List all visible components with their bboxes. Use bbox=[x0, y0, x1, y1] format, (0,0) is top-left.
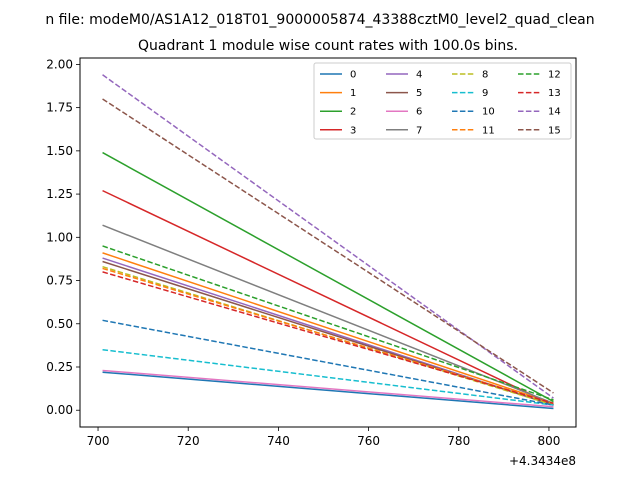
series-line-14 bbox=[102, 74, 554, 399]
y-tick-label: 1.50 bbox=[46, 144, 73, 158]
legend-label-9: 9 bbox=[482, 88, 488, 99]
x-tick-label: 800 bbox=[537, 434, 560, 448]
y-tick-label: 0.75 bbox=[46, 274, 73, 288]
series-line-10 bbox=[102, 319, 554, 406]
y-tick-label: 0.50 bbox=[46, 317, 73, 331]
legend-label-15: 15 bbox=[548, 125, 561, 136]
legend-label-3: 3 bbox=[350, 125, 356, 136]
legend-label-5: 5 bbox=[416, 88, 422, 99]
y-tick-label: 0.00 bbox=[46, 403, 73, 417]
x-offset-label: +4.3434e8 bbox=[509, 454, 576, 468]
series-line-9 bbox=[102, 348, 554, 406]
legend-label-2: 2 bbox=[350, 107, 356, 118]
legend-label-11: 11 bbox=[482, 125, 495, 136]
y-tick-label: 1.75 bbox=[46, 101, 73, 115]
legend-label-4: 4 bbox=[416, 70, 422, 81]
x-tick-label: 760 bbox=[357, 434, 380, 448]
chart-title: Quadrant 1 module wise count rates with … bbox=[138, 38, 518, 54]
axes-frame bbox=[79, 57, 577, 428]
series-line-15 bbox=[102, 98, 554, 394]
legend-label-8: 8 bbox=[482, 70, 488, 81]
series-line-13 bbox=[102, 271, 554, 405]
series-line-1 bbox=[102, 252, 554, 405]
series-line-6 bbox=[102, 369, 554, 408]
y-tick-label: 0.25 bbox=[46, 360, 73, 374]
series-line-0 bbox=[102, 371, 554, 410]
legend-label-0: 0 bbox=[350, 70, 356, 81]
series-line-12 bbox=[102, 245, 554, 401]
x-axis: 700 720 740 760 780 800 bbox=[87, 427, 560, 448]
legend-frame bbox=[313, 62, 572, 140]
y-tick-label: 1.00 bbox=[46, 230, 73, 244]
legend-label-13: 13 bbox=[548, 88, 561, 99]
x-tick-label: 720 bbox=[177, 434, 200, 448]
figure-suptitle: n file: modeM0/AS1A12_018T01_9000005874_… bbox=[45, 12, 594, 28]
legend-label-7: 7 bbox=[416, 125, 422, 136]
x-tick-label: 700 bbox=[87, 434, 110, 448]
legend-label-6: 6 bbox=[416, 107, 422, 118]
legend-label-12: 12 bbox=[548, 70, 561, 81]
y-axis: 0.00 0.25 0.50 0.75 1.00 1.25 1.50 1.75 2.00 bbox=[46, 57, 80, 417]
legend-label-14: 14 bbox=[548, 107, 561, 118]
x-tick-label: 780 bbox=[447, 434, 470, 448]
y-tick-label: 2.00 bbox=[46, 57, 73, 71]
legend-label-10: 10 bbox=[482, 107, 495, 118]
plot-area bbox=[102, 74, 554, 410]
series-line-2 bbox=[102, 151, 554, 403]
x-tick-label: 740 bbox=[267, 434, 290, 448]
legend-label-1: 1 bbox=[350, 88, 356, 99]
series-line-3 bbox=[102, 189, 554, 406]
y-tick-label: 1.25 bbox=[46, 187, 73, 201]
